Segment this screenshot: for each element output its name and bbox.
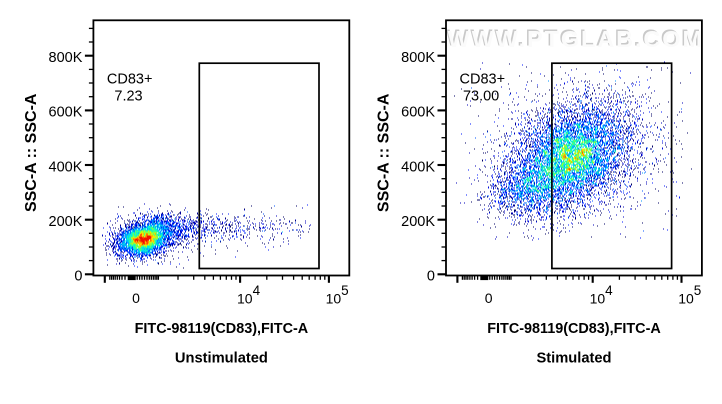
svg-text:73.00: 73.00: [463, 89, 499, 105]
svg-text:400K: 400K: [401, 159, 435, 175]
svg-text:WWW.PTGLAB.COM: WWW.PTGLAB.COM: [446, 24, 702, 50]
svg-text:200K: 200K: [49, 214, 83, 230]
svg-text:600K: 600K: [49, 105, 83, 121]
svg-text:0: 0: [427, 269, 435, 285]
svg-text:CD83+: CD83+: [460, 72, 506, 88]
svg-text:Unstimulated: Unstimulated: [175, 351, 268, 367]
svg-text:0: 0: [485, 290, 493, 306]
svg-text:200K: 200K: [401, 214, 435, 230]
svg-text:600K: 600K: [401, 105, 435, 121]
svg-text:800K: 800K: [49, 50, 83, 66]
svg-text:CD83+: CD83+: [107, 72, 153, 88]
svg-text:400K: 400K: [49, 159, 83, 175]
svg-text:WWW.PTGLAB.COM: WWW.PTGLAB.COM: [448, 26, 704, 52]
svg-text:0: 0: [74, 269, 82, 285]
svg-text:SSC-A :: SSC-A: SSC-A :: SSC-A: [23, 93, 40, 212]
svg-text:FITC-98119(CD83),FITC-A: FITC-98119(CD83),FITC-A: [487, 321, 661, 337]
svg-text:SSC-A :: SSC-A: SSC-A :: SSC-A: [376, 93, 393, 212]
svg-text:0: 0: [132, 290, 140, 306]
svg-text:7.23: 7.23: [114, 89, 142, 105]
svg-text:800K: 800K: [401, 50, 435, 66]
svg-text:FITC-98119(CD83),FITC-A: FITC-98119(CD83),FITC-A: [135, 321, 309, 337]
svg-text:Stimulated: Stimulated: [536, 351, 611, 367]
